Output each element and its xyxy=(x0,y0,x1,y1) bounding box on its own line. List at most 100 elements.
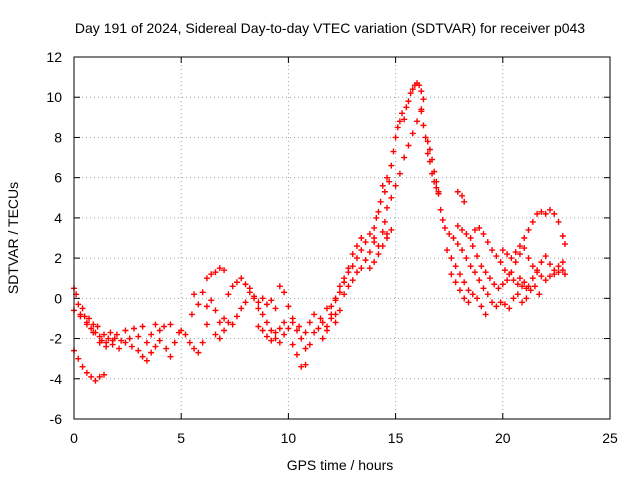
data-point xyxy=(546,206,553,213)
data-point xyxy=(531,283,538,290)
data-point xyxy=(212,307,219,314)
data-point xyxy=(143,357,150,364)
data-point xyxy=(439,216,446,223)
data-point xyxy=(493,253,500,260)
data-point xyxy=(534,267,541,274)
data-point xyxy=(499,281,506,288)
data-point xyxy=(493,303,500,310)
data-point xyxy=(422,134,429,141)
data-point xyxy=(268,337,275,344)
data-point xyxy=(259,311,266,318)
data-point xyxy=(163,345,170,352)
data-point xyxy=(467,235,474,241)
data-point xyxy=(426,146,433,153)
data-point xyxy=(476,277,483,284)
data-point xyxy=(381,188,388,195)
data-point xyxy=(384,174,391,181)
data-point xyxy=(212,331,219,338)
data-point xyxy=(482,311,489,318)
data-point xyxy=(203,321,210,328)
data-point xyxy=(461,198,468,205)
data-point xyxy=(529,263,536,270)
data-point xyxy=(399,110,406,117)
data-point xyxy=(122,339,129,346)
data-point xyxy=(186,339,193,346)
data-point xyxy=(191,345,198,352)
data-point xyxy=(467,263,474,270)
data-point xyxy=(349,277,356,284)
data-point xyxy=(510,295,517,302)
data-point xyxy=(551,210,558,217)
data-point xyxy=(371,259,378,266)
data-point xyxy=(152,321,159,328)
data-point xyxy=(358,265,365,272)
data-point xyxy=(208,297,215,304)
data-point xyxy=(92,377,99,384)
data-point xyxy=(454,222,461,229)
data-point xyxy=(293,327,300,334)
data-point xyxy=(366,249,373,256)
data-point xyxy=(388,162,395,169)
y-tick-label: 6 xyxy=(54,170,62,186)
data-point xyxy=(459,226,466,233)
data-point xyxy=(392,134,399,141)
data-point xyxy=(459,247,466,254)
data-point xyxy=(345,265,352,272)
data-point xyxy=(156,337,163,344)
data-point xyxy=(521,279,528,286)
data-point xyxy=(229,321,236,328)
data-point xyxy=(555,218,562,225)
data-point xyxy=(139,323,146,330)
data-point xyxy=(225,319,232,326)
data-point xyxy=(450,235,457,241)
data-point xyxy=(128,343,135,350)
data-point xyxy=(259,327,266,334)
data-point xyxy=(444,247,451,254)
data-point xyxy=(435,188,442,195)
data-point xyxy=(148,331,155,338)
data-point xyxy=(480,285,487,292)
data-point xyxy=(424,138,431,145)
data-point xyxy=(454,188,461,195)
data-point xyxy=(504,277,511,284)
data-point xyxy=(420,122,427,129)
data-point xyxy=(448,271,455,278)
data-point xyxy=(527,287,534,294)
data-point xyxy=(203,275,210,282)
data-point xyxy=(298,363,305,370)
data-point xyxy=(396,118,403,125)
data-point xyxy=(161,323,168,330)
data-point xyxy=(221,315,228,322)
data-point xyxy=(559,259,566,266)
data-point xyxy=(542,277,549,284)
data-point xyxy=(525,226,532,233)
data-point xyxy=(448,255,455,262)
data-point xyxy=(171,339,178,346)
data-point xyxy=(519,283,526,290)
data-point xyxy=(405,142,412,149)
data-point xyxy=(454,241,461,248)
data-point xyxy=(255,305,262,312)
data-point xyxy=(542,253,549,260)
data-point xyxy=(561,241,568,248)
data-point xyxy=(126,335,133,342)
data-point xyxy=(534,210,541,217)
data-point xyxy=(525,255,532,262)
data-point xyxy=(259,295,266,302)
data-point xyxy=(293,351,300,358)
data-point xyxy=(409,86,416,93)
x-tick-label: 25 xyxy=(602,430,618,446)
data-point xyxy=(336,283,343,290)
data-point xyxy=(476,224,483,231)
data-point xyxy=(420,96,427,103)
data-point xyxy=(302,329,309,336)
data-point xyxy=(289,319,296,326)
y-tick-label: -4 xyxy=(50,371,63,387)
y-tick-label: 8 xyxy=(54,129,62,145)
data-point xyxy=(516,243,523,250)
data-point xyxy=(167,321,174,328)
data-point xyxy=(437,206,444,213)
x-axis-label: GPS time / hours xyxy=(287,457,394,473)
data-point xyxy=(94,323,101,330)
